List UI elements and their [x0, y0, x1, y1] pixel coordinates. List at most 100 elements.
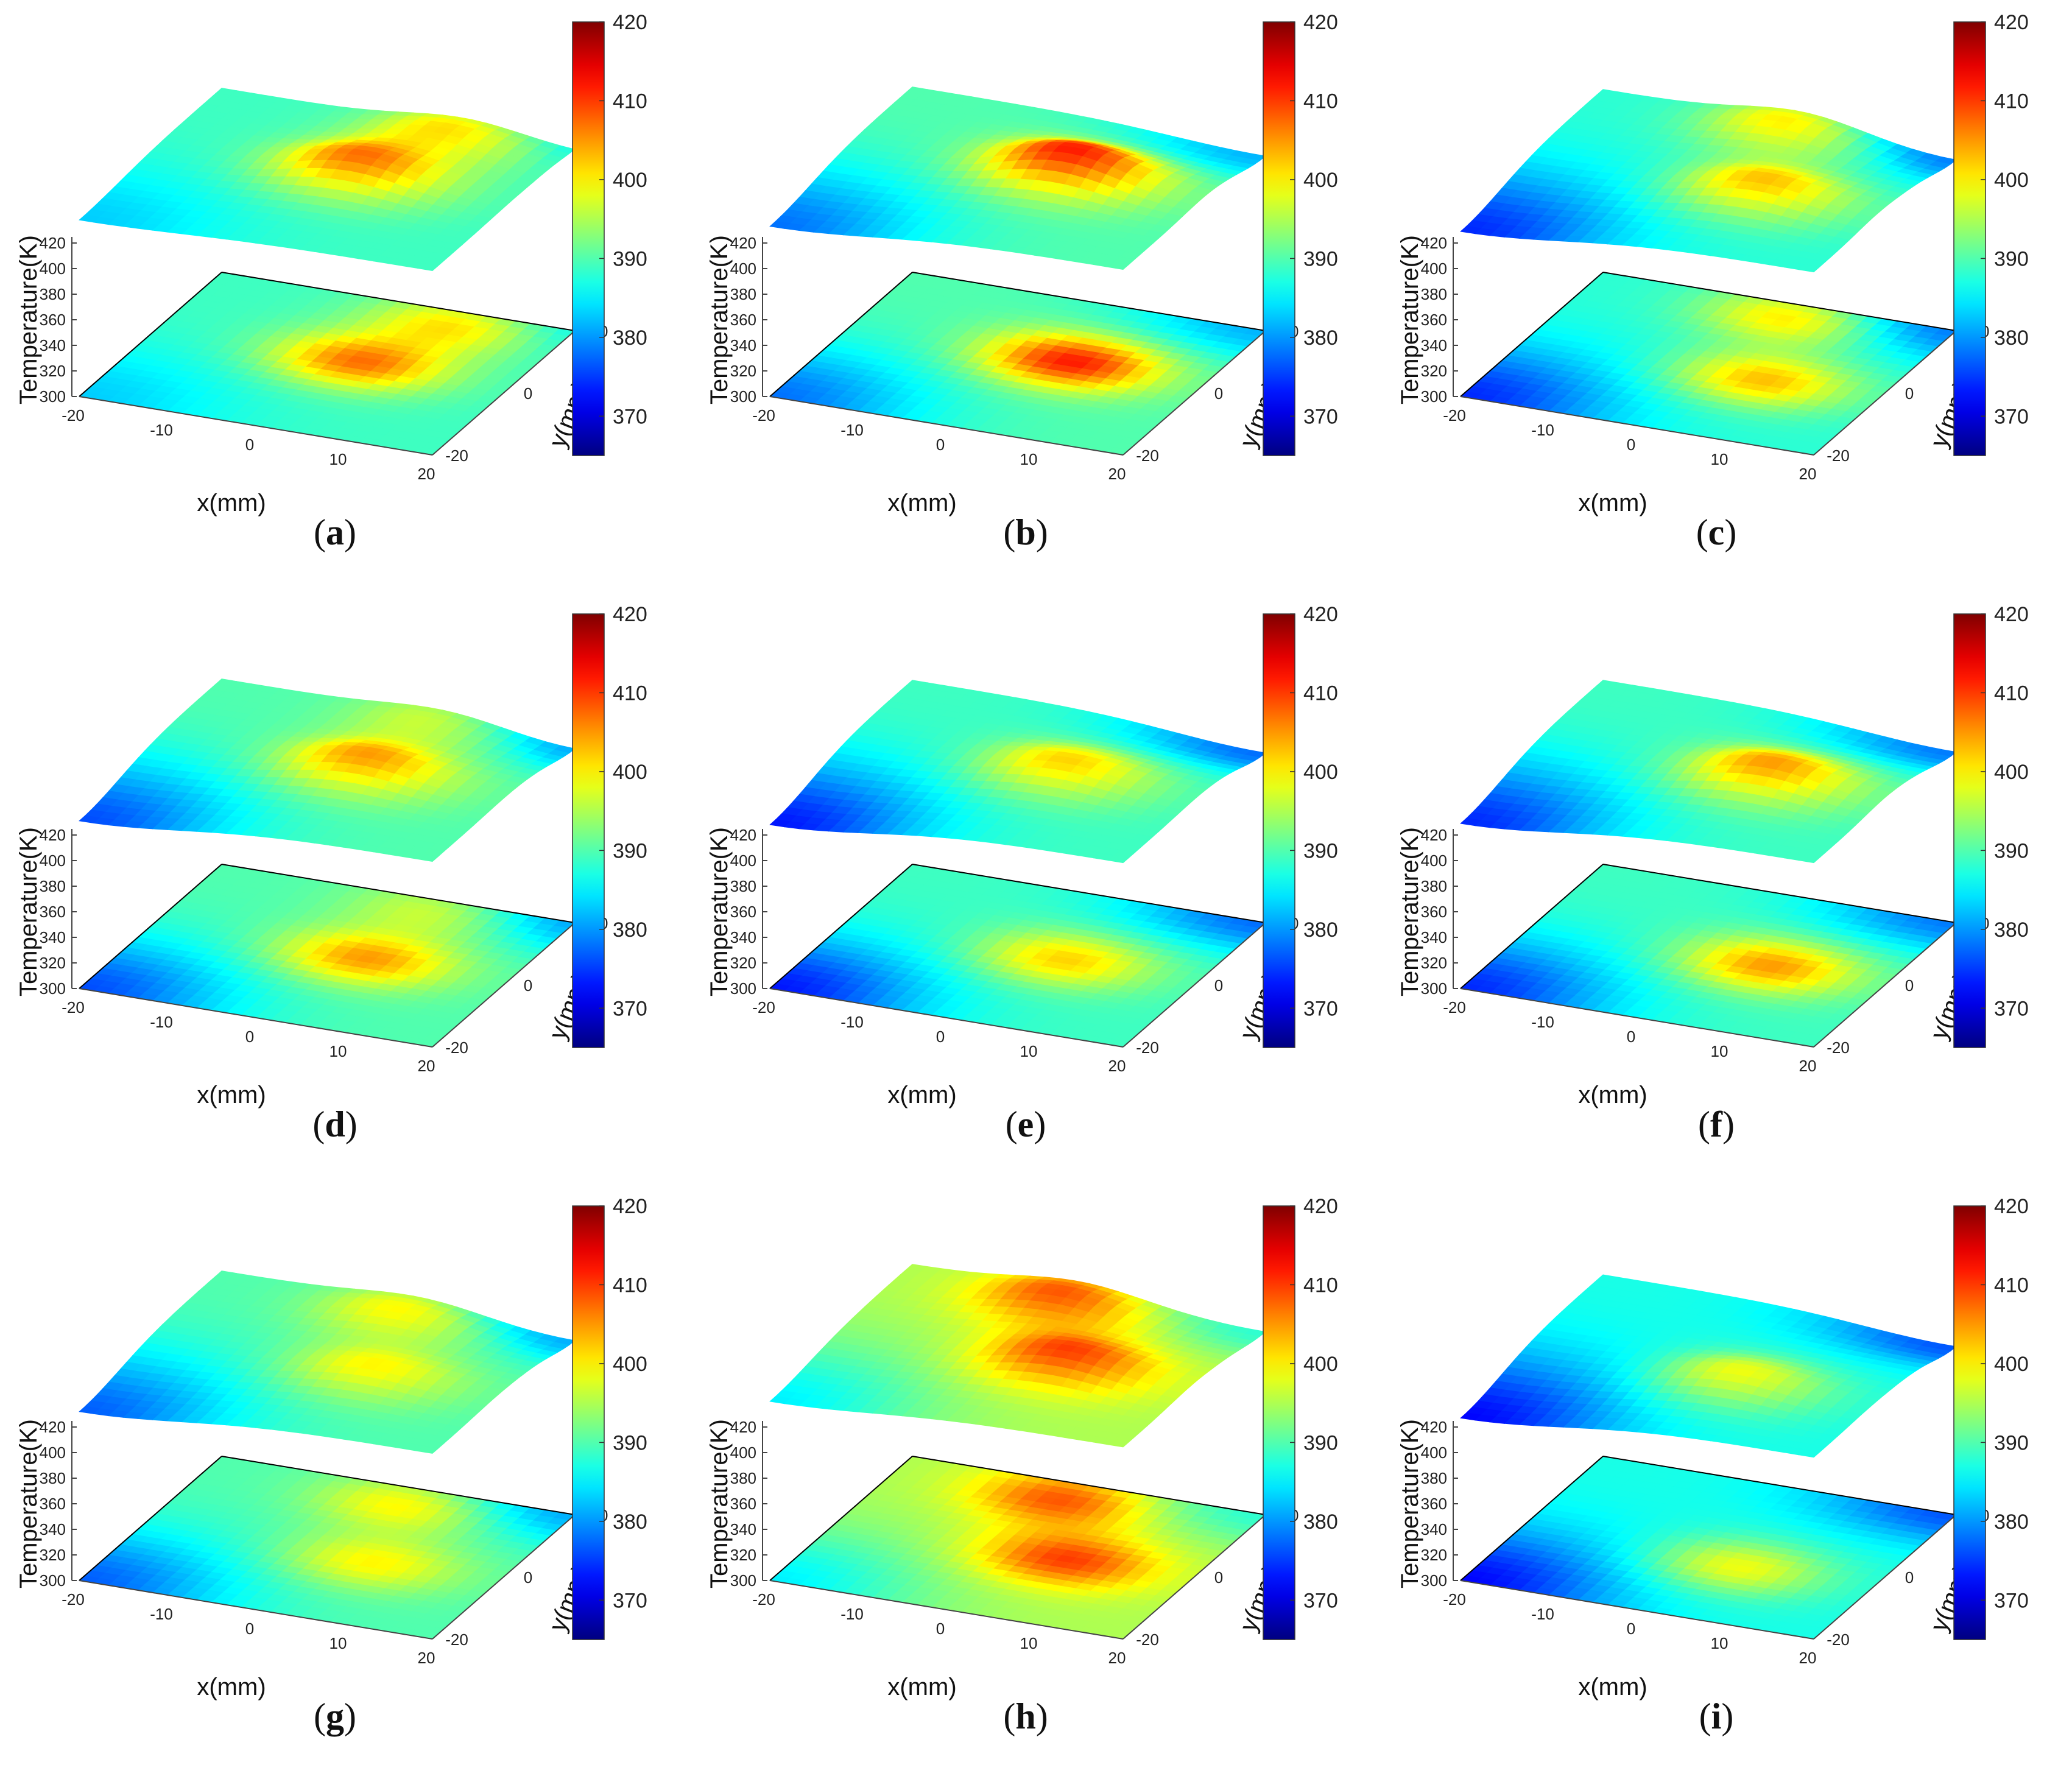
z-tick-label: 300	[40, 979, 66, 998]
floor-back-edge	[221, 864, 576, 923]
chart-svg-d: 300320340360380400420Temperature(K)-20-1…	[15, 603, 647, 1108]
floor-left-edge	[769, 272, 913, 397]
x-tick-label: -10	[1531, 421, 1554, 439]
y-axis-line	[432, 922, 576, 1048]
x-axis-line	[79, 988, 433, 1048]
z-tick-label: 420	[1421, 234, 1447, 252]
panel-caption: (c)	[1696, 512, 1737, 552]
colorbar	[572, 21, 605, 456]
z-tick-label: 320	[40, 954, 66, 972]
panel-caption: (d)	[312, 1104, 358, 1144]
colorbar-tick-label: 420	[613, 603, 647, 626]
z-tick-label: 360	[40, 311, 66, 329]
x-tick-label: -20	[752, 406, 775, 425]
x-tick-label: 0	[245, 435, 254, 454]
x-tick-label: 20	[1799, 465, 1817, 483]
y-tick-label: 0	[1214, 384, 1223, 403]
colorbar-tick-label: 380	[1994, 326, 2029, 350]
z-tick-label: 320	[730, 362, 756, 380]
floor-left-edge	[79, 272, 222, 397]
y-axis-line	[1122, 330, 1266, 456]
colorbar-tick-label: 420	[1994, 11, 2029, 34]
chart-panel-a: 300 320 340 360 380 400 420 Temperature(K) -20 -1…	[0, 0, 691, 592]
colorbar-tick-label: 410	[1994, 90, 2029, 113]
colorbar-tick-label: 390	[1994, 247, 2029, 270]
floor-back-edge	[1602, 272, 1957, 331]
z-axis-label: Temperature(K)	[15, 827, 42, 996]
z-tick-label: 400	[1421, 259, 1447, 278]
x-tick-label: 20	[418, 465, 435, 483]
x-axis-line	[1460, 396, 1814, 456]
x-tick-label: 0	[245, 1027, 254, 1046]
colorbar-tick-label: 380	[613, 918, 647, 942]
x-axis-label: x(mm)	[1578, 490, 1647, 516]
z-tick-label: 300	[730, 387, 756, 406]
y-tick-label: 0	[524, 384, 532, 403]
x-tick-label: -10	[840, 421, 864, 439]
colorbar-tick-label: 410	[613, 682, 647, 705]
z-tick-label: 340	[40, 336, 66, 354]
chart-svg-c: 300320340360380400420Temperature(K)-20-1…	[1397, 11, 2029, 516]
chart-panel-e: 300 320 340 360 380 400 420 Temperature(K) -20 -1…	[691, 592, 1381, 1184]
x-tick-label: 0	[1627, 435, 1635, 454]
x-axis-label: x(mm)	[197, 1082, 266, 1108]
z-tick-label: 420	[730, 234, 756, 252]
chart-panel-d: 300 320 340 360 380 400 420 Temperature(K) -20 -1…	[0, 592, 691, 1184]
z-tick-label: 340	[1421, 336, 1447, 354]
colorbar	[1953, 21, 1986, 456]
surface-cell	[1798, 264, 1820, 273]
colorbar-tick-label: 390	[613, 839, 647, 862]
z-tick-label: 380	[40, 877, 66, 895]
z-tick-label: 380	[40, 285, 66, 303]
x-tick-label: 20	[1108, 465, 1126, 483]
x-tick-label: 20	[418, 1057, 435, 1075]
panel-caption: (b)	[1003, 512, 1048, 552]
floor-left-edge	[79, 864, 222, 989]
z-axis-label: Temperature(K)	[706, 235, 733, 404]
z-tick-label: 340	[730, 336, 756, 354]
x-tick-label: -20	[62, 406, 85, 425]
colorbar-tick-label: 410	[613, 90, 647, 113]
y-tick-label: 0	[1905, 384, 1914, 403]
colorbar-tick-label: 400	[613, 169, 647, 192]
chart-svg-e: 300320340360380400420Temperature(K)-20-1…	[706, 603, 1338, 1108]
x-tick-label: 10	[1711, 450, 1728, 468]
z-tick-label: 420	[40, 826, 66, 844]
x-tick-label: -10	[150, 421, 173, 439]
z-tick-label: 380	[1421, 285, 1447, 303]
x-tick-label: 10	[329, 450, 347, 468]
surface-cell	[417, 263, 439, 272]
colorbar	[572, 613, 605, 1048]
z-tick-label: 380	[730, 285, 756, 303]
z-axis-label: Temperature(K)	[15, 235, 42, 404]
z-tick-label: 320	[1421, 362, 1447, 380]
colorbar-tick-label: 390	[613, 247, 647, 270]
x-tick-label: -10	[150, 1013, 173, 1031]
floor-left-edge	[1460, 272, 1604, 397]
surface-cell	[417, 853, 439, 862]
z-tick-label: 320	[40, 362, 66, 380]
y-tick-label: 0	[524, 976, 532, 995]
colorbar-tick-label: 400	[1994, 169, 2029, 192]
y-tick-label: -20	[445, 446, 468, 465]
colorbar-tick-label: 420	[613, 11, 647, 34]
chart-svg-b: 300320340360380400420Temperature(K)-20-1…	[706, 11, 1338, 516]
z-tick-label: 340	[40, 928, 66, 946]
chart-svg-a: 300320340360380400420Temperature(K)-20-1…	[15, 11, 647, 516]
y-tick-label: -20	[445, 1038, 468, 1057]
z-tick-label: 360	[40, 903, 66, 921]
colorbar-tick-label: 370	[613, 405, 647, 428]
x-axis-line	[79, 396, 433, 456]
colorbar-tick-label: 370	[1994, 405, 2029, 428]
colorbar-tick-label: 370	[1303, 405, 1338, 428]
colorbar	[1263, 21, 1295, 456]
floor-back-edge	[221, 272, 576, 331]
x-axis-line	[769, 396, 1124, 456]
x-tick-label: 0	[936, 435, 945, 454]
colorbar-tick-label: 410	[1303, 90, 1338, 113]
surface-cell	[1107, 261, 1130, 270]
colorbar-tick-label: 400	[1303, 169, 1338, 192]
x-axis-label: x(mm)	[197, 490, 266, 516]
z-tick-label: 400	[40, 259, 66, 278]
